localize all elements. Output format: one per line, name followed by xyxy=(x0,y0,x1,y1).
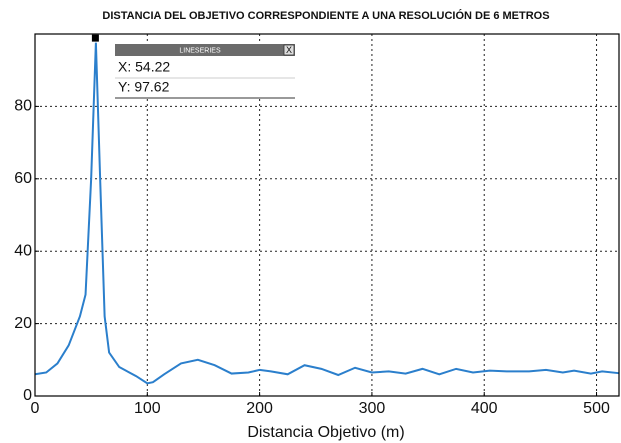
tooltip-x: X: 54.22 xyxy=(118,59,170,75)
y-tick-label: 0 xyxy=(23,387,32,404)
close-box xyxy=(283,44,295,56)
x-tick-label: 400 xyxy=(471,400,498,417)
close-label: X xyxy=(286,45,292,55)
y-tick-label: 80 xyxy=(14,98,32,115)
tooltip-close[interactable]: X xyxy=(283,44,295,56)
x-tick-label: 200 xyxy=(246,400,273,417)
x-tick-label: 500 xyxy=(583,400,610,417)
tooltip: LINESERIES X X: 54.22 Y: 97.62 xyxy=(115,44,295,99)
x-axis-label: Distancia Objetivo (m) xyxy=(247,424,404,441)
tooltip-y: Y: 97.62 xyxy=(118,79,170,95)
x-tick-label: 300 xyxy=(359,400,386,417)
tooltip-title: LINESERIES xyxy=(179,47,221,54)
data-line xyxy=(34,42,620,385)
tooltip-titlebar xyxy=(115,44,295,56)
highlight-marker xyxy=(91,34,99,42)
x-tick-label: 0 xyxy=(31,400,40,417)
y-tick-label: 60 xyxy=(14,170,32,187)
x-tick-label: 100 xyxy=(134,400,161,417)
y-tick-label: 40 xyxy=(14,242,32,259)
y-tick-label: 20 xyxy=(14,315,32,332)
chart-title: DISTANCIA DEL OBJETIVO CORRESPONDIENTE A… xyxy=(102,9,549,22)
plot-frame xyxy=(34,33,620,397)
